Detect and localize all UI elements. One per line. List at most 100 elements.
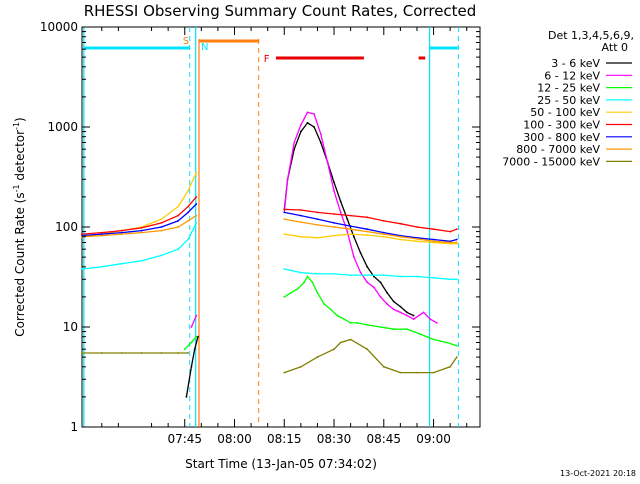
y-tick-label: 1000	[47, 120, 78, 134]
series-line-9	[81, 338, 458, 374]
series-3-point	[303, 281, 306, 284]
series-9-point	[399, 371, 402, 374]
series-6-point	[432, 228, 435, 231]
series-8-point	[283, 218, 286, 221]
series-2-point	[386, 303, 388, 305]
series-6-point	[455, 228, 458, 231]
series-5-point	[366, 234, 369, 237]
series-8-point	[316, 224, 319, 226]
timestamp: 13-Oct-2021 20:18	[560, 469, 636, 478]
series-5-point	[187, 189, 190, 192]
series-8-point	[160, 229, 163, 232]
series-3-point	[379, 326, 382, 328]
series-5-point	[349, 233, 352, 236]
series-9-point	[432, 371, 435, 374]
series-4-point	[140, 259, 143, 262]
series-5-point	[333, 234, 335, 237]
series-7-point	[187, 211, 190, 214]
series-9-point	[81, 352, 83, 354]
x-tick-label: 08:15	[267, 432, 302, 446]
series-8-point	[449, 241, 451, 244]
series-5-point	[160, 218, 163, 221]
series-5-point	[195, 171, 198, 174]
series-1-point	[359, 252, 362, 254]
series-1-point	[379, 281, 382, 284]
series-1-point	[293, 148, 296, 151]
series-9-point	[382, 365, 385, 368]
series-2-point	[379, 296, 382, 298]
series-1-point	[339, 200, 342, 203]
series-layer	[81, 111, 458, 398]
series-2-point	[359, 271, 362, 274]
series-7-point	[333, 222, 335, 224]
series-7-point	[195, 203, 198, 205]
series-4-point	[333, 273, 335, 275]
legend-header-2: Att 0	[602, 41, 628, 54]
series-1-point	[197, 335, 199, 338]
series-7-point	[382, 231, 385, 234]
series-4-point	[283, 268, 286, 270]
series-3-point	[343, 318, 345, 320]
series-1-point	[300, 130, 302, 133]
series-8-point	[416, 238, 418, 240]
y-tick-label: 100	[55, 220, 78, 234]
series-3-point	[329, 308, 332, 311]
series-3-point	[195, 335, 198, 338]
series-1-point	[372, 275, 375, 278]
series-6-point	[120, 229, 123, 232]
y-label-mid: detector	[13, 130, 27, 185]
x-tick-label: 08:45	[366, 432, 401, 446]
series-7-point	[432, 238, 435, 241]
night-label: N	[201, 42, 208, 53]
series-2-point	[399, 311, 402, 314]
y-label-end: )	[13, 117, 27, 122]
series-9-point	[339, 341, 342, 344]
series-2-point	[319, 133, 322, 136]
series-8-point	[366, 230, 369, 233]
series-9-point	[283, 371, 286, 374]
series-1-point	[386, 291, 388, 294]
series-3-point	[392, 328, 395, 331]
series-1-point	[313, 126, 315, 128]
series-2-point	[313, 113, 315, 115]
series-3-point	[432, 338, 435, 341]
series-5-point	[316, 236, 319, 239]
series-2-point	[306, 111, 309, 114]
series-line-8	[81, 215, 457, 244]
series-2-point	[339, 211, 342, 214]
series-6-point	[177, 214, 180, 217]
series-8-point	[399, 235, 402, 238]
series-6-point	[100, 231, 103, 234]
series-3-point	[290, 291, 292, 294]
x-axis: 07:45 08:00 08:15 08:30 08:45 09:00	[101, 27, 468, 446]
series-6-point	[140, 227, 143, 229]
series-3-point	[349, 322, 352, 324]
series-2-point	[326, 160, 329, 163]
y-tick-label: 1	[70, 420, 78, 434]
series-1-point	[319, 141, 322, 144]
series-line-4	[81, 222, 457, 280]
series-2-point	[429, 318, 432, 320]
series-4-point	[449, 278, 451, 281]
x-tick-label: 08:00	[217, 432, 252, 446]
series-7-point	[349, 225, 352, 228]
series-4-point	[177, 248, 180, 251]
series-1-point	[346, 218, 349, 221]
series-1-point	[306, 122, 309, 124]
series-2-point	[412, 318, 415, 320]
series-2-point	[422, 311, 425, 314]
series-7-point	[283, 211, 286, 214]
series-3-point	[306, 275, 309, 278]
series-4-point	[349, 274, 352, 276]
series-9-point	[366, 348, 369, 351]
legend-label-6: 100 - 300 keV	[523, 119, 600, 132]
series-9-point	[333, 348, 335, 351]
series-3-point	[356, 322, 359, 324]
series-4-point	[120, 262, 123, 265]
series-4-point	[100, 265, 103, 268]
series-1-point	[353, 235, 355, 238]
series-6-point	[382, 220, 385, 222]
series-9-point	[160, 352, 163, 354]
series-6-point	[195, 196, 198, 198]
